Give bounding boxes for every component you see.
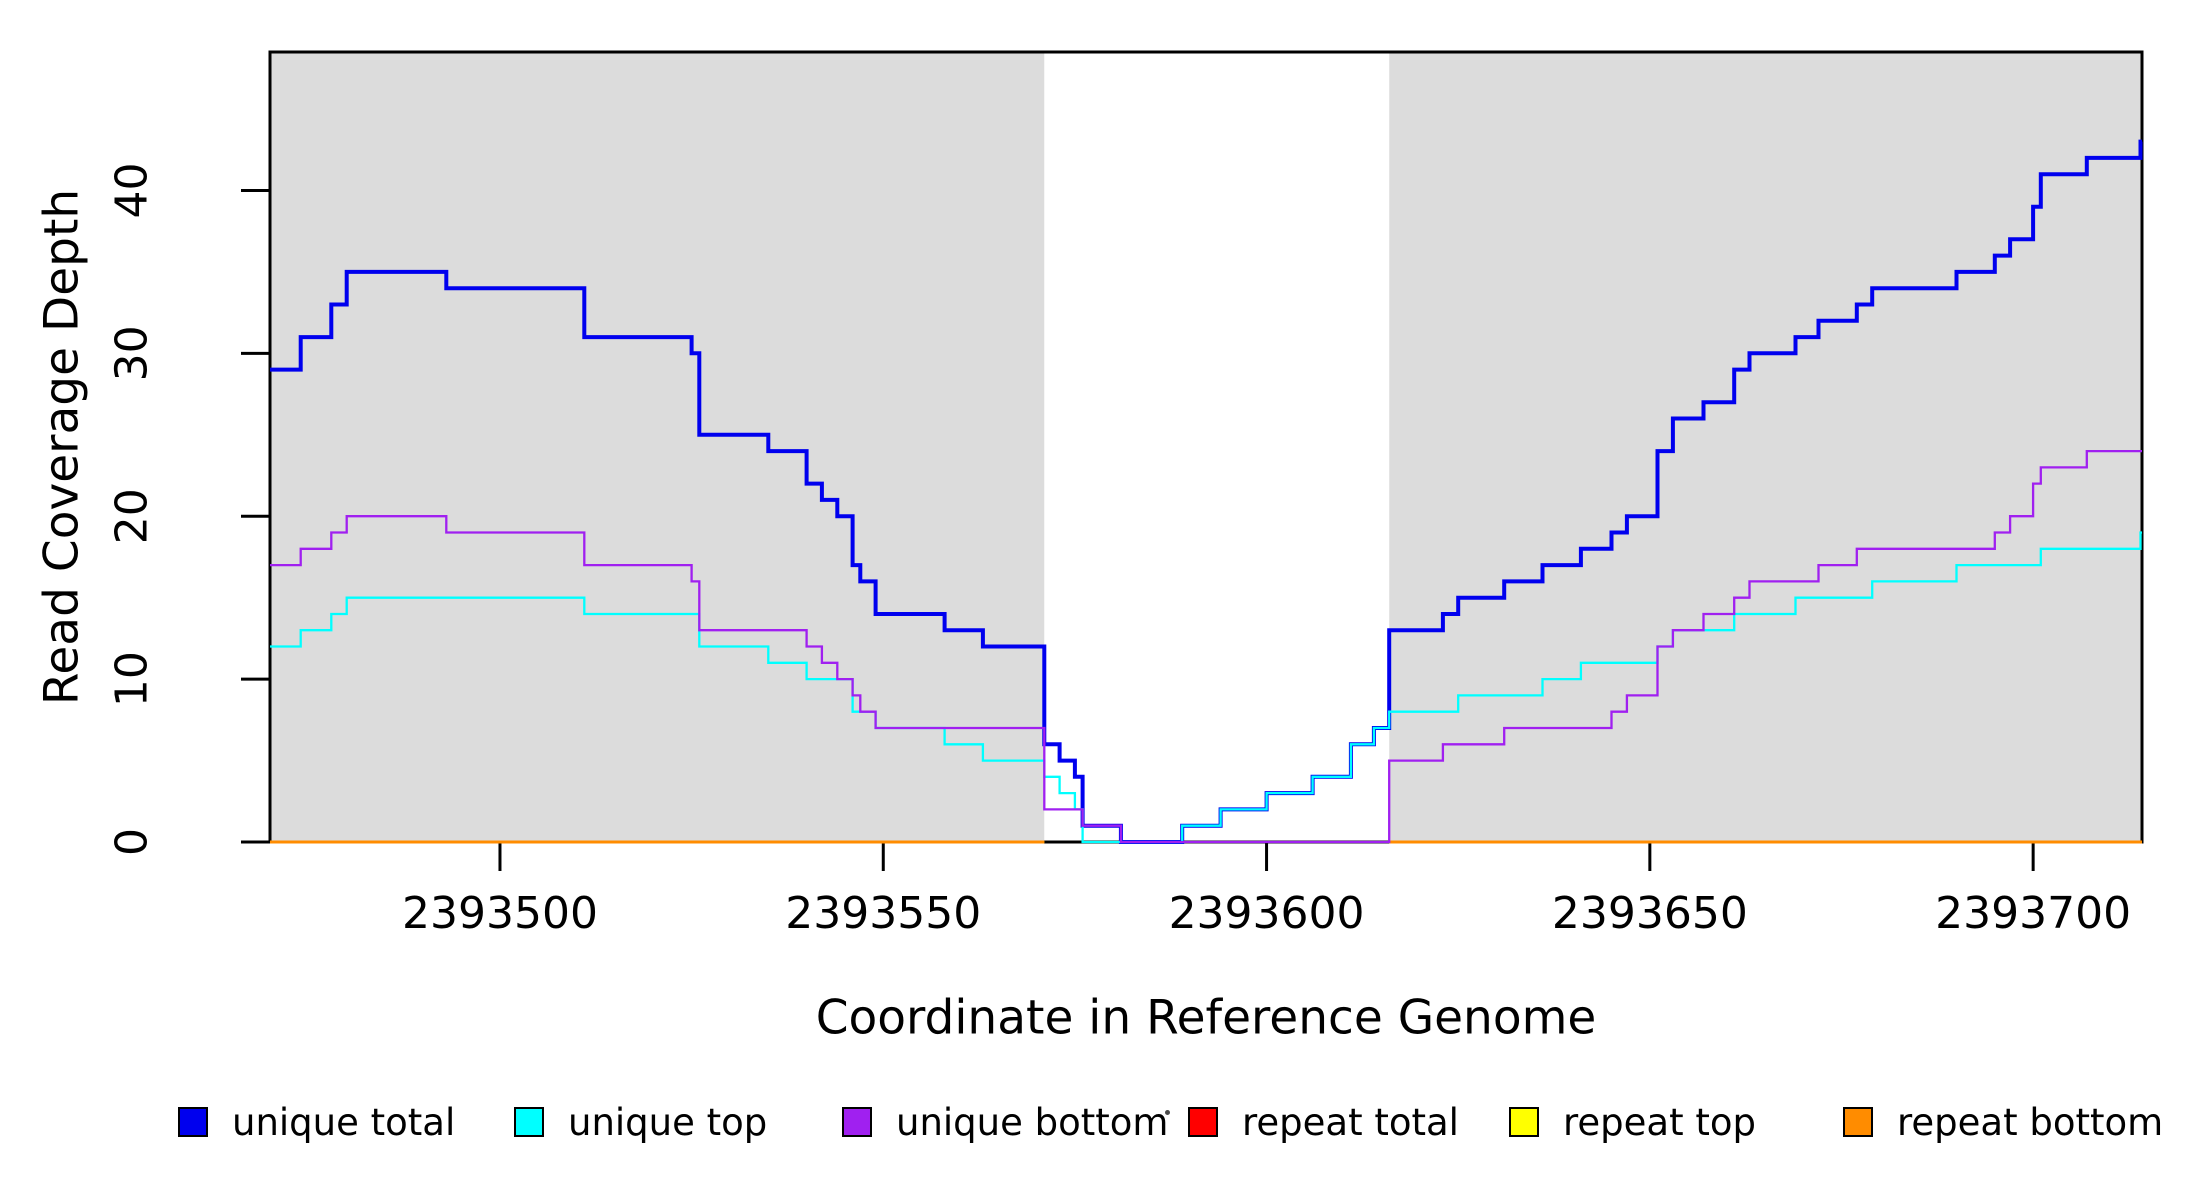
unique-bottom-swatch-icon bbox=[842, 1107, 872, 1137]
legend-item-repeat-bottom: repeat bottom bbox=[1843, 1098, 2163, 1146]
y-axis-title: Read Coverage Depth bbox=[34, 188, 90, 706]
x-axis-title: Coordinate in Reference Genome bbox=[815, 990, 1597, 1046]
repeat-total-swatch-icon bbox=[1188, 1107, 1218, 1137]
repeat-region-shading bbox=[270, 52, 1045, 842]
legend-item-repeat-top: repeat top bbox=[1509, 1098, 1756, 1146]
repeat-bottom-swatch-icon bbox=[1843, 1107, 1873, 1137]
series-unique-top bbox=[270, 531, 2142, 844]
legend-label: unique top bbox=[568, 1100, 768, 1144]
legend-item-unique-top: unique top bbox=[514, 1098, 767, 1146]
y-tick-label: 20 bbox=[107, 488, 158, 544]
legend-item-repeat-total: repeat total bbox=[1188, 1098, 1459, 1146]
legend-label: unique total bbox=[232, 1100, 456, 1144]
x-tick-label: 2393700 bbox=[1935, 888, 2131, 939]
legend-item-unique-bottom: unique bottom bbox=[842, 1098, 1168, 1146]
repeat-top-swatch-icon bbox=[1509, 1107, 1539, 1137]
legend-label: repeat total bbox=[1242, 1100, 1459, 1144]
y-tick-label: 0 bbox=[107, 828, 158, 856]
series-unique-bottom bbox=[270, 449, 2142, 844]
x-tick-label: 2393500 bbox=[402, 888, 598, 939]
unique-top-swatch-icon bbox=[514, 1107, 544, 1137]
x-tick-label: 2393600 bbox=[1169, 888, 1365, 939]
legend-label: repeat top bbox=[1563, 1100, 1756, 1144]
x-tick-label: 2393650 bbox=[1552, 888, 1748, 939]
y-tick-label: 40 bbox=[107, 162, 158, 218]
legend-item-unique-total: unique total bbox=[178, 1098, 455, 1146]
repeat-region-shading bbox=[1389, 52, 2142, 842]
legend-label: unique bottom bbox=[896, 1100, 1169, 1144]
unique-total-swatch-icon bbox=[178, 1107, 208, 1137]
y-tick-label: 10 bbox=[107, 651, 158, 707]
legend-label: repeat bottom bbox=[1897, 1100, 2164, 1144]
x-tick-label: 2393550 bbox=[785, 888, 981, 939]
y-tick-label: 30 bbox=[107, 325, 158, 381]
stray-point-artifact bbox=[1165, 1110, 1170, 1115]
